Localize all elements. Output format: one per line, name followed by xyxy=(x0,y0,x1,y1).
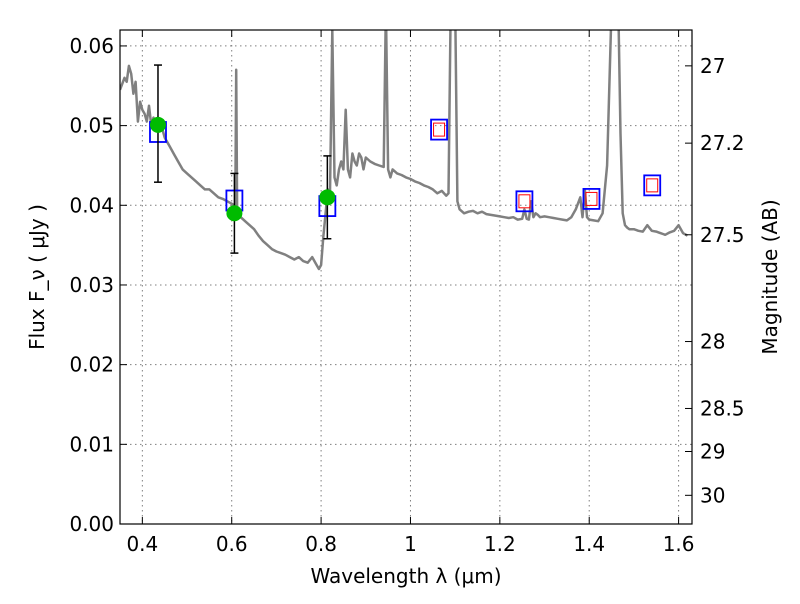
observed-point xyxy=(319,189,336,206)
magnitude-tick-label: 29 xyxy=(700,439,725,463)
model-spectrum-line xyxy=(120,30,689,271)
model-photometry-point xyxy=(643,174,662,197)
x-axis-label: Wavelength λ (μm) xyxy=(310,564,501,588)
y-tick-label: 0.01 xyxy=(69,432,114,456)
y-tick-label: 0.05 xyxy=(69,114,114,138)
magnitude-tick-label: 30 xyxy=(700,483,725,507)
x-tick-label: 1.6 xyxy=(663,532,695,556)
x-tick-label: 1.4 xyxy=(573,532,605,556)
magnitude-tick-label: 27 xyxy=(700,54,725,78)
plot-frame xyxy=(119,29,693,525)
magnitude-tick-label: 28 xyxy=(700,330,725,354)
observed-point xyxy=(226,205,243,222)
y-axis-label: Flux F_ν ( μJy ) xyxy=(25,204,49,350)
y-tick-label: 0.00 xyxy=(69,512,114,536)
y-tick-label: 0.06 xyxy=(69,34,114,58)
y-tick-label: 0.03 xyxy=(69,273,114,297)
magnitude-tick-label: 27.5 xyxy=(700,223,745,247)
model-photometry-point xyxy=(582,188,601,210)
model-photometry-point xyxy=(515,190,534,213)
x-tick-label: 0.8 xyxy=(305,532,337,556)
grid-layer xyxy=(120,30,692,524)
series-layer xyxy=(120,30,689,271)
axes-layer: 0.4 0.6 0.8 1 1.2 1.4 1.6 0.00 0.01 0.02 0.03 0.04 0… xyxy=(69,29,745,556)
x-tick-label: 0.6 xyxy=(216,532,248,556)
model-photometry-inner-point xyxy=(585,191,598,206)
secondary-y-axis-label: Magnitude (AB) xyxy=(758,199,782,354)
model-photometry-point xyxy=(430,118,448,141)
magnitude-tick-label: 28.5 xyxy=(700,396,745,420)
y-tick-label: 0.02 xyxy=(69,353,114,377)
observed-point xyxy=(149,116,166,133)
model-photometry-inner-point xyxy=(518,194,531,209)
magnitude-tick-label: 27.2 xyxy=(700,131,745,155)
model-photometry-inner-point xyxy=(646,178,659,193)
x-tick-label: 1.2 xyxy=(484,532,516,556)
x-tick-label: 1 xyxy=(404,532,417,556)
x-tick-label: 0.4 xyxy=(126,532,158,556)
model-photometry-inner-point xyxy=(433,122,446,137)
y-tick-label: 0.04 xyxy=(69,193,114,217)
